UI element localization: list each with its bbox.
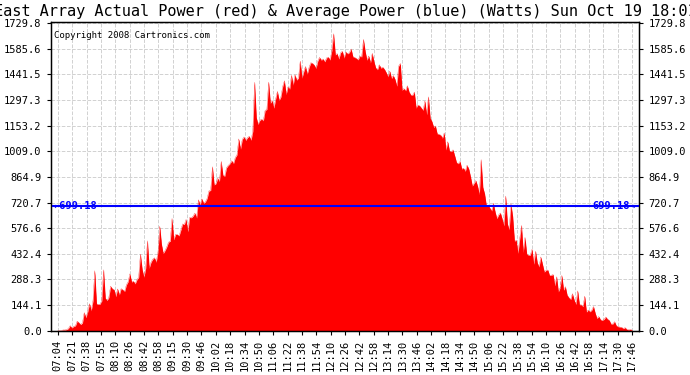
Text: ←699.18: ←699.18 xyxy=(54,201,97,211)
Title: East Array Actual Power (red) & Average Power (blue) (Watts) Sun Oct 19 18:01: East Array Actual Power (red) & Average … xyxy=(0,4,690,19)
Text: Copyright 2008 Cartronics.com: Copyright 2008 Cartronics.com xyxy=(54,31,210,40)
Text: 699.18→: 699.18→ xyxy=(593,201,636,211)
